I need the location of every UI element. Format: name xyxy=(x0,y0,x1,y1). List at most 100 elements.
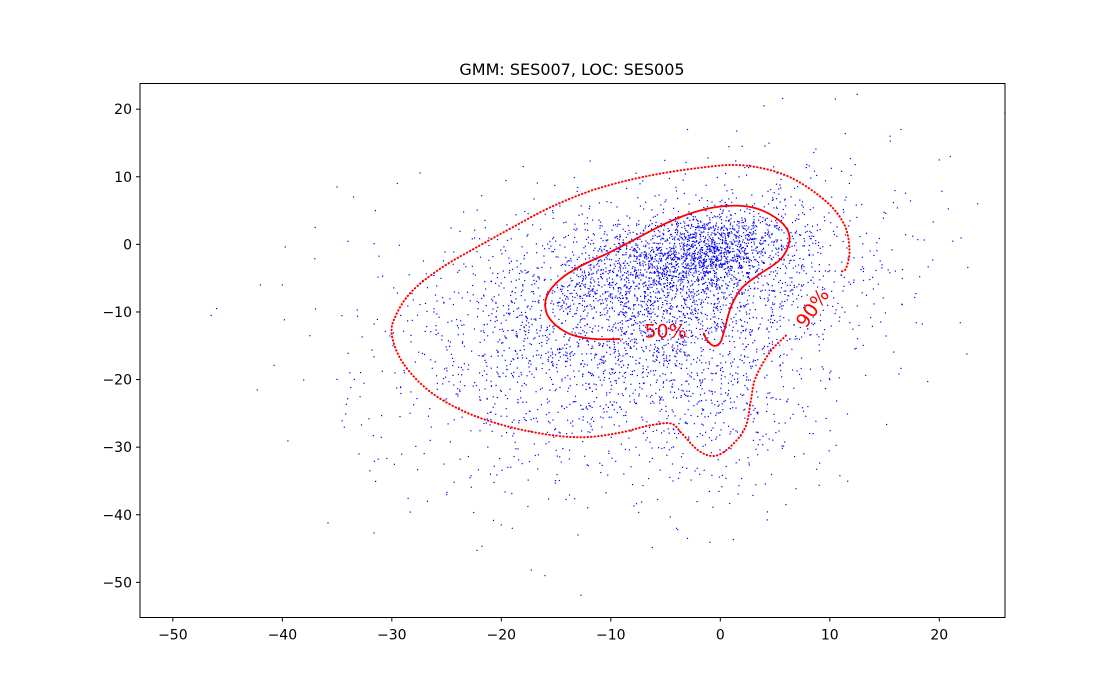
scatter-point xyxy=(803,245,805,247)
scatter-point xyxy=(726,284,728,286)
scatter-point xyxy=(598,281,600,283)
scatter-point xyxy=(590,269,592,271)
scatter-point xyxy=(651,546,653,549)
scatter-point xyxy=(661,316,663,318)
scatter-point xyxy=(690,395,692,397)
scatter-point xyxy=(686,380,688,382)
scatter-point xyxy=(770,220,773,222)
scatter-point xyxy=(655,323,657,325)
scatter-point xyxy=(706,341,708,343)
scatter-point xyxy=(880,321,882,323)
scatter-point xyxy=(715,372,717,374)
scatter-point xyxy=(521,354,523,356)
scatter-point xyxy=(703,369,705,371)
scatter-point xyxy=(519,314,521,316)
scatter-point xyxy=(634,304,636,306)
scatter-point xyxy=(696,232,698,234)
scatter-point xyxy=(457,373,460,376)
scatter-point xyxy=(698,273,700,275)
scatter-point xyxy=(770,348,772,350)
scatter-point xyxy=(665,274,667,276)
scatter-point xyxy=(718,243,720,245)
scatter-point xyxy=(585,252,587,254)
scatter-point xyxy=(521,246,523,248)
scatter-point xyxy=(540,325,542,327)
scatter-point xyxy=(481,545,483,547)
scatter-point xyxy=(600,237,602,239)
scatter-point xyxy=(559,301,561,303)
scatter-point xyxy=(671,279,673,282)
scatter-point xyxy=(632,266,634,268)
scatter-point xyxy=(688,355,690,357)
scatter-point xyxy=(700,384,702,386)
scatter-point xyxy=(550,348,552,350)
scatter-point xyxy=(731,227,733,229)
scatter-point xyxy=(450,227,452,229)
scatter-point xyxy=(738,263,740,265)
scatter-point xyxy=(573,370,575,372)
scatter-point xyxy=(517,357,519,359)
scatter-point xyxy=(396,292,399,294)
scatter-point xyxy=(555,388,557,390)
scatter-point xyxy=(490,319,492,322)
scatter-point xyxy=(738,254,740,256)
scatter-point xyxy=(712,262,715,264)
scatter-point xyxy=(543,262,545,264)
scatter-point xyxy=(640,279,642,281)
scatter-point xyxy=(677,210,679,213)
scatter-point xyxy=(506,415,508,417)
scatter-point xyxy=(707,157,709,159)
scatter-point xyxy=(728,198,730,200)
scatter-point xyxy=(652,282,654,284)
scatter-point xyxy=(550,279,552,281)
scatter-point xyxy=(725,240,727,242)
scatter-point xyxy=(715,250,717,253)
scatter-point xyxy=(564,263,566,265)
scatter-point xyxy=(658,280,660,282)
scatter-point xyxy=(694,313,696,315)
scatter-point xyxy=(626,286,628,288)
scatter-point xyxy=(674,236,676,238)
scatter-point xyxy=(728,335,730,337)
scatter-point xyxy=(702,301,705,303)
scatter-point xyxy=(839,475,841,477)
scatter-point xyxy=(612,281,614,283)
scatter-point xyxy=(688,383,690,385)
scatter-point xyxy=(676,226,678,228)
scatter-point xyxy=(530,569,532,571)
scatter-point xyxy=(663,353,665,355)
scatter-point xyxy=(666,312,668,314)
scatter-point xyxy=(726,297,728,299)
scatter-point xyxy=(713,247,715,249)
scatter-point xyxy=(527,305,529,307)
scatter-point xyxy=(635,260,637,262)
scatter-point xyxy=(827,304,829,306)
scatter-point xyxy=(527,362,530,364)
scatter-point xyxy=(690,271,692,274)
scatter-point xyxy=(721,199,723,201)
scatter-point xyxy=(721,227,723,229)
scatter-point xyxy=(715,225,717,227)
scatter-point xyxy=(687,248,690,250)
scatter-point xyxy=(755,270,757,272)
scatter-point xyxy=(796,298,798,300)
scatter-point xyxy=(767,203,770,205)
scatter-point xyxy=(599,299,601,301)
scatter-point xyxy=(634,295,636,297)
scatter-point xyxy=(715,306,717,308)
scatter-point xyxy=(651,286,653,288)
scatter-point xyxy=(273,364,275,366)
scatter-point xyxy=(476,300,478,302)
scatter-point xyxy=(672,323,674,325)
scatter-point xyxy=(644,331,646,333)
scatter-point xyxy=(757,251,759,253)
scatter-point xyxy=(427,415,429,417)
scatter-point xyxy=(738,222,740,224)
scatter-point xyxy=(804,231,807,233)
scatter-point xyxy=(602,373,605,375)
scatter-point xyxy=(697,337,699,340)
scatter-point xyxy=(638,454,640,456)
scatter-point xyxy=(677,289,679,291)
scatter-point xyxy=(712,217,714,219)
scatter-point xyxy=(725,246,727,248)
